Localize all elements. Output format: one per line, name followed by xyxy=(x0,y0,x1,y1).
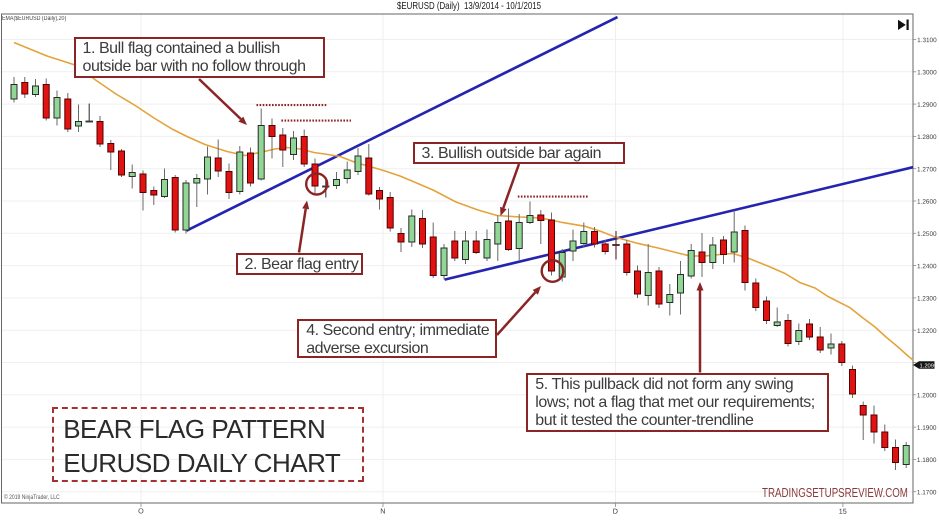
svg-text:1.3000: 1.3000 xyxy=(917,69,937,76)
svg-text:1.1800: 1.1800 xyxy=(917,457,937,464)
svg-text:1.2200: 1.2200 xyxy=(917,328,937,335)
svg-text:1.2900: 1.2900 xyxy=(917,102,937,109)
svg-text:1.2300: 1.2300 xyxy=(917,296,937,303)
svg-text:15: 15 xyxy=(839,507,847,516)
svg-text:1.2800: 1.2800 xyxy=(917,134,937,141)
svg-text:1.2600: 1.2600 xyxy=(917,199,937,206)
svg-text:1.2095: 1.2095 xyxy=(920,363,938,369)
svg-text:D: D xyxy=(613,507,618,516)
svg-text:O: O xyxy=(138,506,144,515)
svg-text:1.2400: 1.2400 xyxy=(917,263,937,270)
svg-text:N: N xyxy=(380,506,385,515)
svg-text:1.1900: 1.1900 xyxy=(917,425,937,432)
svg-text:1.2500: 1.2500 xyxy=(917,231,937,238)
svg-text:1.2000: 1.2000 xyxy=(917,392,937,399)
svg-text:1.3100: 1.3100 xyxy=(917,37,937,44)
svg-text:1.2700: 1.2700 xyxy=(917,166,937,173)
svg-text:1.1700: 1.1700 xyxy=(917,489,937,496)
